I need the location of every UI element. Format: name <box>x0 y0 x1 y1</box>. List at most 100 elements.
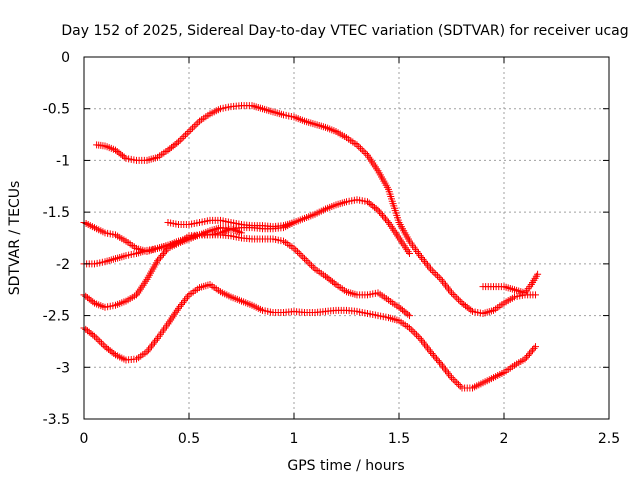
chart-title: Day 152 of 2025, Sidereal Day-to-day VTE… <box>61 23 628 39</box>
data-point <box>178 134 186 142</box>
data-point <box>430 268 438 276</box>
data-point <box>308 262 315 270</box>
data-point <box>294 248 301 256</box>
y-tick-label: -3 <box>56 360 70 376</box>
x-tick-label: 2.5 <box>598 431 620 447</box>
data-point <box>435 274 443 282</box>
data-point <box>99 341 107 349</box>
data-point <box>360 148 368 156</box>
data-point <box>297 251 305 259</box>
data-point <box>238 229 245 237</box>
data-point <box>467 306 475 314</box>
data-point <box>194 119 202 127</box>
data-point <box>532 291 539 299</box>
x-axis-label: GPS time / hours <box>287 458 404 474</box>
data-point <box>292 246 300 254</box>
series-track-1 <box>93 102 539 318</box>
data-point <box>295 250 303 258</box>
series-track-6 <box>164 216 298 231</box>
data-point <box>94 336 102 344</box>
data-point <box>180 133 188 141</box>
data-point <box>534 270 542 278</box>
data-point <box>355 143 363 151</box>
data-point <box>376 208 383 216</box>
data-point <box>299 253 307 261</box>
data-point <box>187 126 195 134</box>
data-point <box>430 351 437 359</box>
y-axis-label: SDTVAR / TECUs <box>7 181 23 296</box>
data-point <box>521 355 529 363</box>
data-point <box>290 244 298 252</box>
data-point <box>96 337 104 345</box>
data-point <box>436 358 443 366</box>
data-point <box>414 333 422 341</box>
data-point <box>406 324 413 332</box>
data-point <box>407 326 415 334</box>
data-point <box>190 122 198 130</box>
data-point <box>302 256 310 264</box>
data-point <box>449 291 457 299</box>
data-point <box>413 331 420 339</box>
data-point <box>157 253 164 261</box>
data-point <box>453 379 461 387</box>
data-point <box>434 272 441 280</box>
data-point <box>427 348 434 356</box>
data-point <box>154 257 161 265</box>
data-point <box>448 289 455 297</box>
data-point <box>526 350 533 358</box>
x-tick-label: 1 <box>290 431 299 447</box>
data-point <box>428 350 436 358</box>
y-tick-label: -0.5 <box>43 102 70 118</box>
data-point <box>380 213 388 221</box>
x-tick-label: 1.5 <box>388 431 410 447</box>
data-point <box>379 211 386 219</box>
axis-ticks <box>83 56 610 420</box>
data-point <box>98 339 105 347</box>
y-tick-label: -1.5 <box>43 205 70 221</box>
data-point <box>89 298 97 306</box>
data-point <box>382 215 389 223</box>
x-tick-label: 0.5 <box>178 431 200 447</box>
data-point <box>377 210 385 218</box>
data-point <box>120 153 128 161</box>
data-point <box>449 375 457 383</box>
data-point <box>155 255 163 263</box>
data-point <box>451 377 459 385</box>
data-point <box>89 331 97 339</box>
data-point <box>357 144 364 152</box>
series-track-3 <box>80 281 539 392</box>
y-tick-label: -3.5 <box>43 412 70 428</box>
y-tick-label: -2.5 <box>43 309 70 325</box>
data-point <box>406 312 413 320</box>
data-point <box>192 121 200 129</box>
data-point <box>110 349 118 357</box>
data-point <box>524 351 532 359</box>
data-point <box>330 279 338 287</box>
y-tick-label: -1 <box>56 153 70 169</box>
y-tick-label: -2 <box>56 257 70 273</box>
data-point <box>92 334 100 342</box>
data-point <box>163 246 170 254</box>
plot-frame <box>83 56 610 420</box>
data-point <box>176 136 184 144</box>
series-track-5 <box>80 218 245 255</box>
data-point <box>309 263 317 271</box>
data-point <box>353 141 361 149</box>
data-point <box>448 374 455 382</box>
data-point <box>304 258 312 266</box>
data-point <box>290 218 298 226</box>
data-point <box>182 131 189 139</box>
data-point <box>427 265 434 273</box>
data-point <box>404 310 412 318</box>
data-points <box>80 102 542 392</box>
data-point <box>161 248 169 256</box>
data-point <box>306 260 314 268</box>
data-point <box>185 127 193 135</box>
data-point <box>91 332 98 340</box>
data-point <box>433 355 440 363</box>
data-point <box>455 296 462 304</box>
data-point <box>372 205 380 213</box>
data-point <box>374 206 382 214</box>
